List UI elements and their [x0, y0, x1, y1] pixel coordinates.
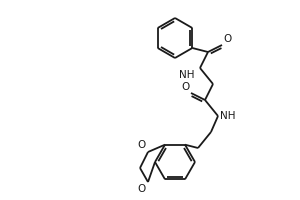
- Text: O: O: [138, 184, 146, 194]
- Text: NH: NH: [179, 70, 195, 80]
- Text: O: O: [182, 82, 190, 92]
- Text: O: O: [223, 34, 231, 44]
- Text: O: O: [138, 140, 146, 150]
- Text: NH: NH: [220, 111, 236, 121]
